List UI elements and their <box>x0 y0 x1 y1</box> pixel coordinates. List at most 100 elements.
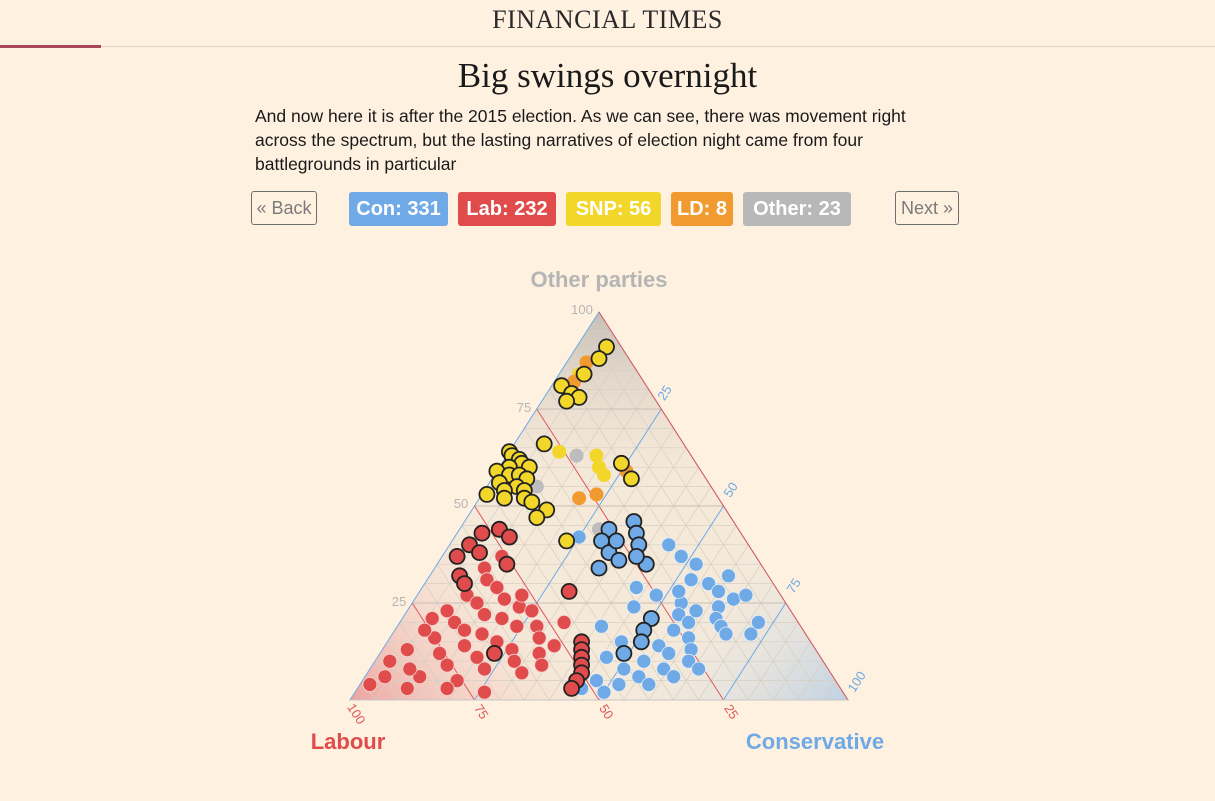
data-point-lab-highlighted <box>560 583 578 600</box>
data-point-con <box>751 615 766 630</box>
seat-badge-snp: SNP: 56 <box>566 192 661 226</box>
data-point-lab-highlighted <box>456 575 473 592</box>
tick-lab-100: 100 <box>344 701 368 727</box>
masthead: FINANCIAL TIMES <box>0 0 1215 47</box>
data-point-lab <box>506 653 522 669</box>
data-point-con <box>681 615 696 630</box>
data-point-snp-highlighted <box>623 470 640 488</box>
seat-badge-con: Con: 331 <box>349 192 448 226</box>
data-point-con-highlighted <box>600 520 618 538</box>
data-point-con <box>648 587 664 603</box>
grid-con-35 <box>524 447 687 701</box>
data-point-lab <box>427 630 443 646</box>
data-point-con <box>671 607 687 622</box>
back-button[interactable]: « Back <box>251 191 317 225</box>
tick-con-50: 50 <box>720 480 740 500</box>
data-point-snp-highlighted <box>478 485 496 503</box>
data-point-lab <box>417 622 433 638</box>
data-point-con <box>636 653 652 669</box>
grid-con-80 <box>748 622 799 701</box>
grid-lab-15 <box>561 370 774 701</box>
tick-other-75: 75 <box>517 400 531 415</box>
data-point-con <box>683 572 699 588</box>
data-point-lab-highlighted <box>471 544 488 561</box>
data-point-lab <box>474 626 490 642</box>
data-point-other <box>569 448 584 463</box>
data-point-lab <box>496 591 512 607</box>
data-point-lab <box>439 657 455 673</box>
data-point-con <box>726 591 741 607</box>
data-point-con <box>589 673 604 688</box>
tick-lab-75: 75 <box>471 702 491 722</box>
masthead-accent-bar <box>0 45 101 48</box>
data-point-lab <box>489 580 505 595</box>
data-point-con-highlighted <box>590 559 608 577</box>
data-point-lab <box>524 603 540 619</box>
grid-lab-5 <box>586 331 824 701</box>
tick-other-25: 25 <box>392 594 406 609</box>
data-point-con-highlighted <box>628 548 645 565</box>
data-point-con-highlighted <box>615 645 633 662</box>
data-point-lab <box>494 611 510 626</box>
data-point-con <box>743 626 759 642</box>
data-point-lab <box>457 622 472 638</box>
data-point-con <box>599 649 614 665</box>
tick-other-50: 50 <box>454 496 468 511</box>
next-button[interactable]: Next » <box>895 191 959 225</box>
tick-lab-50: 50 <box>596 702 616 722</box>
seat-badge-lab: Lab: 232 <box>458 192 556 226</box>
data-point-lab <box>402 661 418 677</box>
data-point-con <box>688 603 704 619</box>
data-point-lab <box>457 638 472 654</box>
data-point-lab <box>362 677 378 692</box>
grid-lab-45 <box>486 486 625 701</box>
data-point-lab <box>439 603 455 619</box>
data-point-lab <box>447 615 463 630</box>
axis-title-conservative: Conservative <box>746 729 884 754</box>
data-point-con-highlighted <box>608 532 625 550</box>
data-point-con <box>673 549 689 564</box>
grid-con-45 <box>573 486 712 701</box>
data-point-con <box>651 638 667 654</box>
data-point-lab <box>534 657 550 673</box>
data-point-lab <box>556 615 572 630</box>
seat-badge-other: Other: 23 <box>743 192 851 226</box>
data-point-con <box>626 599 642 615</box>
data-point-lab <box>469 649 485 665</box>
data-point-snp-highlighted <box>590 350 608 368</box>
data-point-snp-highlighted <box>575 365 593 383</box>
data-point-lab-highlighted <box>473 524 491 542</box>
tick-con-25: 25 <box>654 383 674 403</box>
data-point-lab <box>377 669 393 685</box>
masthead-logo[interactable]: FINANCIAL TIMES <box>492 5 723 34</box>
data-point-lab <box>546 638 562 654</box>
intro-paragraph: And now here it is after the 2015 electi… <box>255 106 906 174</box>
data-point-con <box>661 537 677 553</box>
data-point-lab <box>514 665 530 681</box>
data-point-snp-highlighted <box>535 435 553 453</box>
data-point-con <box>661 646 677 661</box>
data-point-lab <box>399 681 415 696</box>
data-point-lab <box>477 607 492 622</box>
data-point-lab <box>477 661 492 677</box>
data-point-con <box>666 622 682 638</box>
data-point-snp-highlighted <box>528 509 546 526</box>
data-point-con <box>711 584 726 599</box>
data-point-snp <box>589 448 604 463</box>
data-point-lab <box>479 572 495 588</box>
grid-con-75 <box>723 602 787 701</box>
data-point-con <box>596 684 612 700</box>
data-point-con <box>681 653 696 669</box>
data-point-con <box>656 661 672 677</box>
grid-con-85 <box>773 641 811 701</box>
data-point-lab-highlighted <box>498 555 516 573</box>
data-point-lab <box>514 587 530 603</box>
axis-title-other: Other parties <box>531 267 668 292</box>
data-point-snp-highlighted <box>613 454 630 472</box>
data-point-con <box>611 677 627 692</box>
data-point-con <box>688 556 704 572</box>
data-point-lab-highlighted <box>448 548 466 565</box>
data-point-lab <box>412 669 428 685</box>
data-point-con <box>631 669 647 685</box>
data-point-con <box>616 661 632 677</box>
